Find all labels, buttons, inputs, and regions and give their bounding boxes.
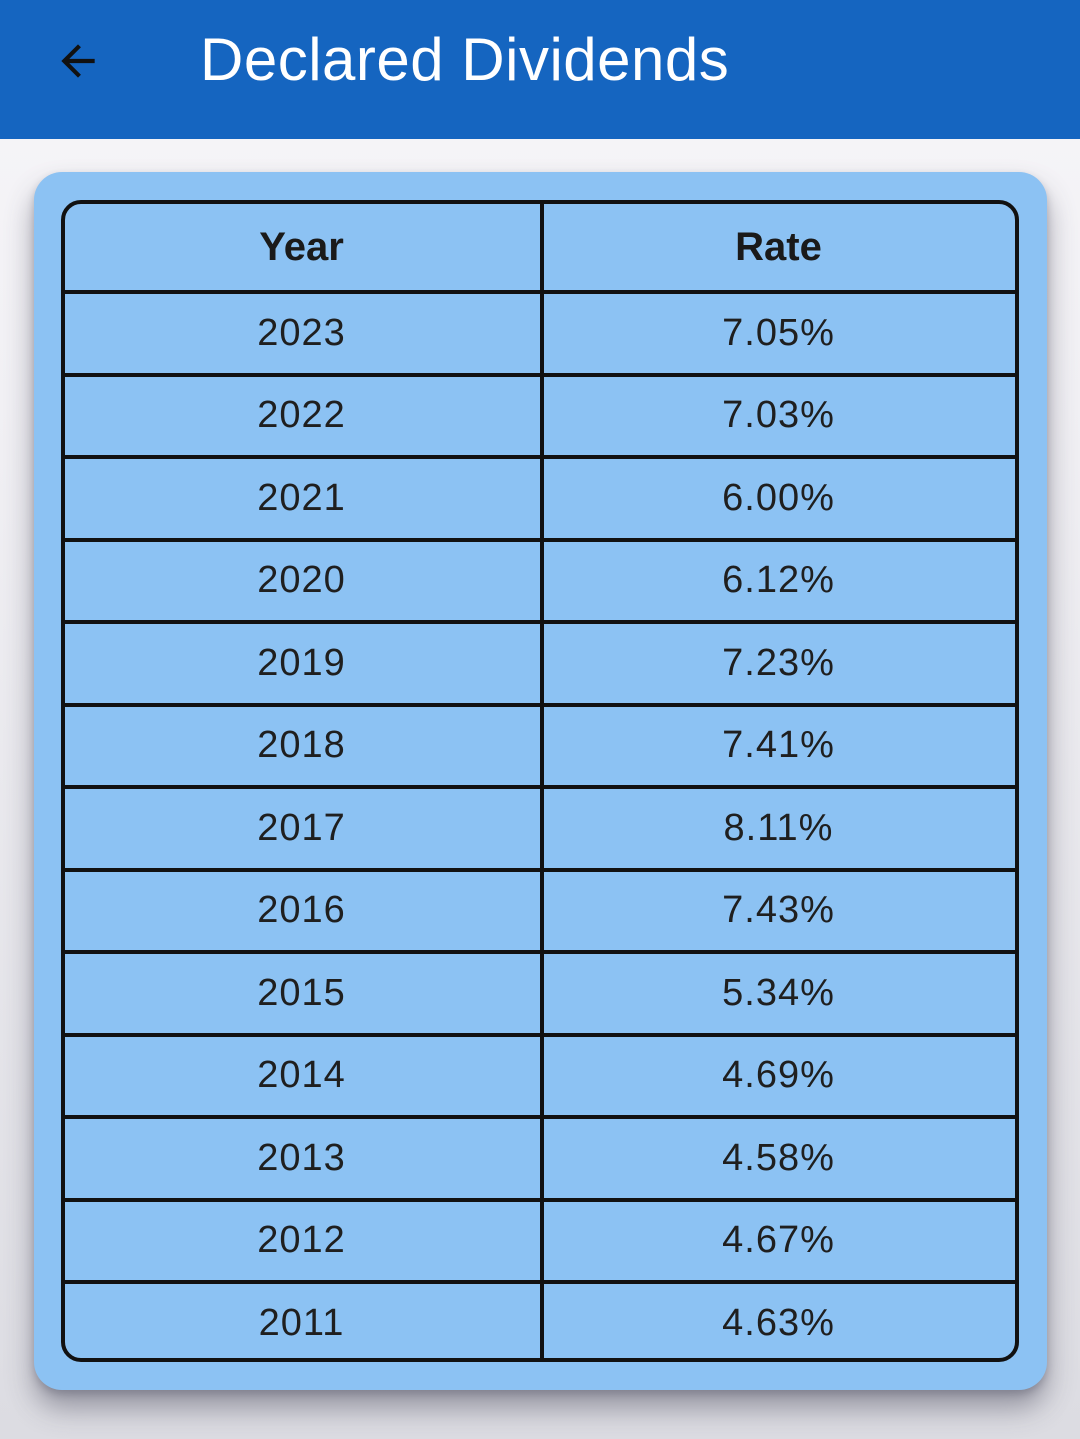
year-cell: 2015 bbox=[257, 971, 346, 1014]
year-cell: 2013 bbox=[257, 1136, 346, 1179]
column-header-year: Year bbox=[259, 224, 344, 269]
rate-cell: 7.05% bbox=[722, 311, 835, 354]
rate-cell: 7.43% bbox=[722, 889, 835, 932]
table-row: 2012 4.67% bbox=[65, 1202, 1015, 1281]
year-cell: 2012 bbox=[257, 1219, 346, 1262]
rate-cell: 5.34% bbox=[722, 971, 835, 1014]
table-row: 2019 7.23% bbox=[65, 624, 1015, 703]
year-cell: 2018 bbox=[257, 724, 346, 767]
table-row: 2017 8.11% bbox=[65, 789, 1015, 868]
column-header-rate: Rate bbox=[735, 224, 822, 269]
rate-cell: 6.00% bbox=[722, 476, 835, 519]
rate-cell: 4.67% bbox=[722, 1219, 835, 1262]
table-row: 2015 5.34% bbox=[65, 954, 1015, 1033]
dividends-card: Year Rate 2023 7.05% 2022 7.03% 2021 6.00% 202… bbox=[34, 172, 1047, 1390]
table-row: 2014 4.69% bbox=[65, 1037, 1015, 1116]
rate-cell: 6.12% bbox=[722, 559, 835, 602]
year-cell: 2023 bbox=[257, 311, 346, 354]
back-button[interactable] bbox=[40, 23, 116, 99]
rate-cell: 4.69% bbox=[722, 1054, 835, 1097]
arrow-back-icon bbox=[61, 44, 95, 78]
page-title: Declared Dividends bbox=[200, 26, 730, 93]
column-divider bbox=[540, 204, 544, 1358]
table-row: 2011 4.63% bbox=[65, 1284, 1015, 1358]
table-header-row: Year Rate bbox=[65, 204, 1015, 290]
table-row: 2018 7.41% bbox=[65, 707, 1015, 786]
year-cell: 2022 bbox=[257, 394, 346, 437]
year-cell: 2020 bbox=[257, 559, 346, 602]
table-row: 2021 6.00% bbox=[65, 459, 1015, 538]
rate-cell: 7.41% bbox=[722, 724, 835, 767]
year-cell: 2017 bbox=[257, 806, 346, 849]
table-row: 2016 7.43% bbox=[65, 872, 1015, 951]
rate-cell: 4.63% bbox=[722, 1301, 835, 1344]
year-cell: 2011 bbox=[258, 1301, 345, 1344]
rate-cell: 8.11% bbox=[723, 806, 834, 849]
rate-cell: 7.03% bbox=[722, 394, 835, 437]
year-cell: 2021 bbox=[257, 476, 346, 519]
table-row: 2020 6.12% bbox=[65, 542, 1015, 621]
rate-cell: 4.58% bbox=[722, 1136, 835, 1179]
rate-cell: 7.23% bbox=[722, 641, 835, 684]
dividends-table: Year Rate 2023 7.05% 2022 7.03% 2021 6.00% 202… bbox=[61, 200, 1019, 1362]
year-cell: 2016 bbox=[257, 889, 346, 932]
year-cell: 2014 bbox=[257, 1054, 346, 1097]
table-row: 2023 7.05% bbox=[65, 294, 1015, 373]
year-cell: 2019 bbox=[257, 641, 346, 684]
app-bar: Declared Dividends bbox=[0, 0, 1080, 139]
table-row: 2022 7.03% bbox=[65, 377, 1015, 456]
table-row: 2013 4.58% bbox=[65, 1119, 1015, 1198]
